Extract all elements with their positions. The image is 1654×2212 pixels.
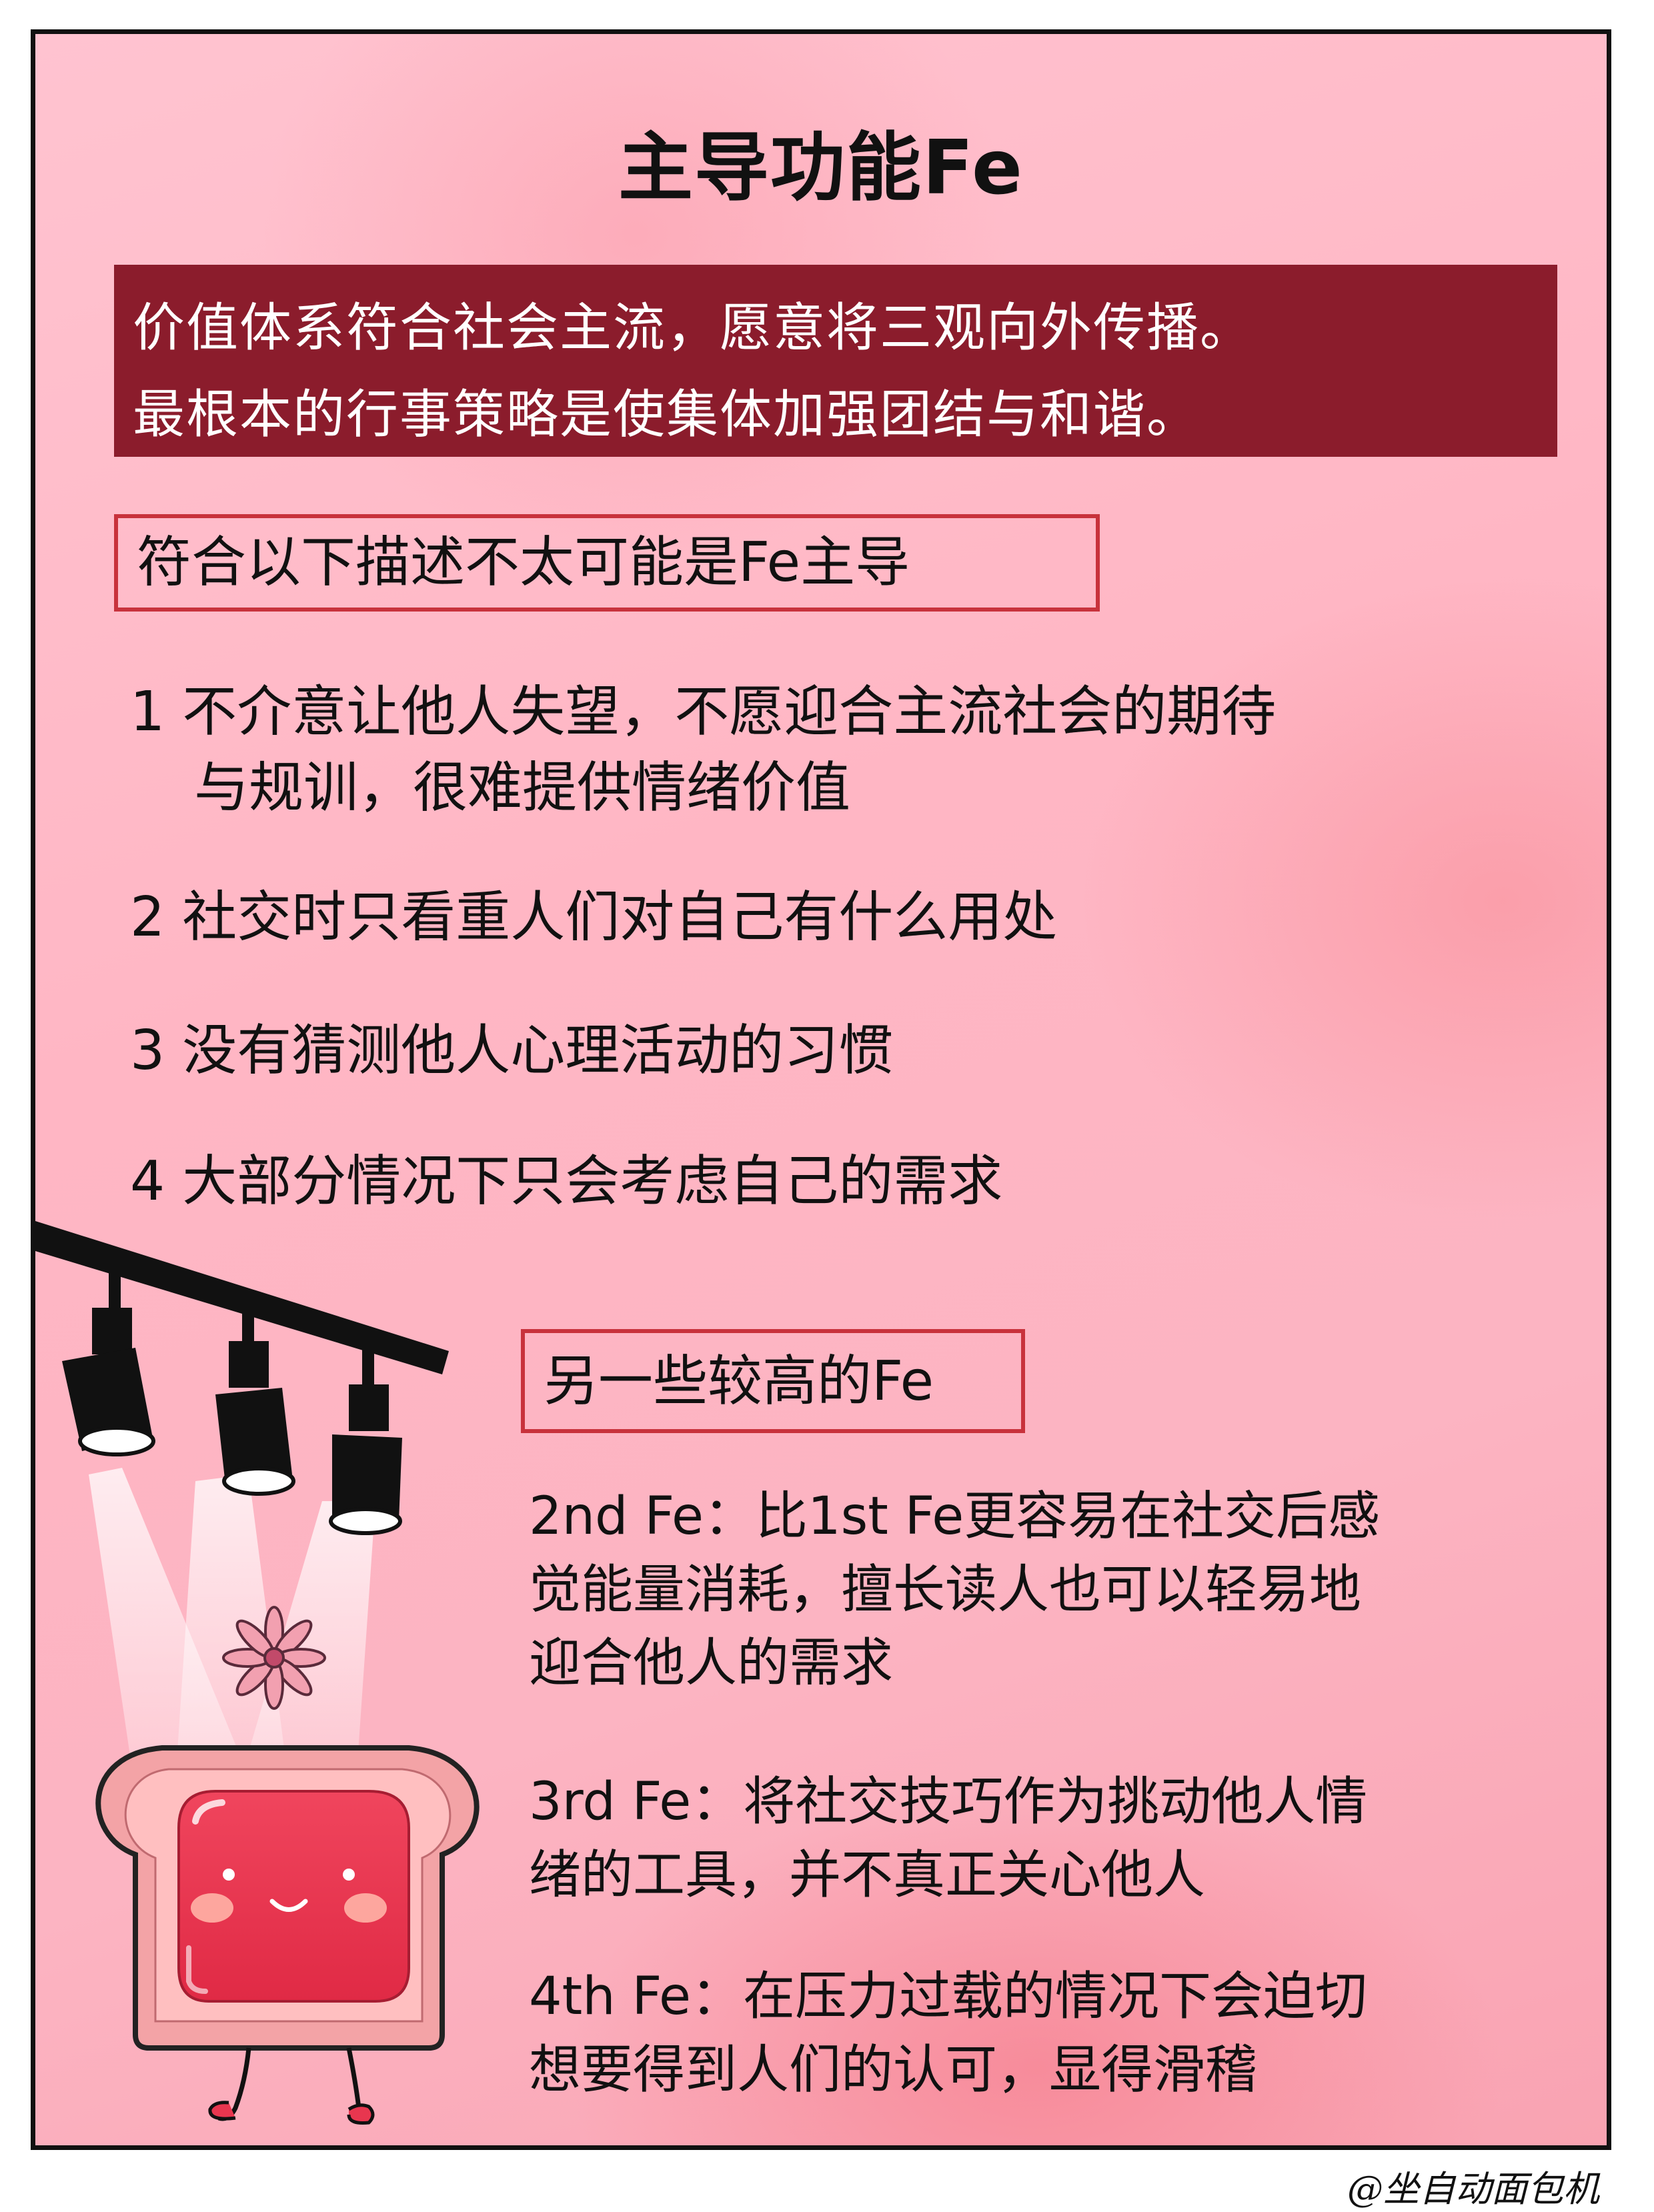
fe-entry-line: 迎合他人的需求 bbox=[529, 1633, 894, 1693]
intro-banner: 价值体系符合社会主流，愿意将三观向外传播。 最根本的行事策略是使集体加强团结与和… bbox=[114, 265, 1557, 457]
spotlight-icon bbox=[62, 1261, 155, 1456]
list-item-line: 2 社交时只看重人们对自己有什么用处 bbox=[130, 886, 1058, 949]
fe-entry-line: 绪的工具，并不真正关心他人 bbox=[529, 1845, 1206, 1905]
fe-entry-3rd: 3rd Fe：将社交技巧作为挑动他人情 绪的工具，并不真正关心他人 bbox=[529, 1765, 1367, 1912]
flower-icon bbox=[222, 1606, 326, 1710]
toast-character bbox=[95, 1745, 480, 2125]
list-item: 2 社交时只看重人们对自己有什么用处 bbox=[130, 880, 1057, 956]
author-signature: @坐自动面包机 bbox=[1347, 2168, 1599, 2210]
page-title: 主导功能Fe bbox=[618, 125, 1024, 211]
list-item-line: 3 没有猜测他人心理活动的习惯 bbox=[130, 1019, 894, 1082]
intro-line-2: 最根本的行事策略是使集体加强团结与和谐。 bbox=[133, 385, 1200, 445]
list-item-line: 与规训，很难提供情绪价值 bbox=[194, 756, 851, 820]
eye bbox=[343, 1869, 355, 1881]
toast-spotlight-illustration bbox=[35, 1221, 480, 2125]
fe-entry-line: 4th Fe：在压力过载的情况下会迫切 bbox=[529, 1967, 1368, 2027]
spotlight-icon bbox=[215, 1294, 295, 1496]
list-item-line: 1 不介意让他人失望，不愿迎合主流社会的期待 bbox=[130, 680, 1277, 744]
intro-line-1: 价值体系符合社会主流，愿意将三观向外传播。 bbox=[133, 298, 1254, 358]
fe-entry-2nd: 2nd Fe：比1st Fe更容易在社交后感 觉能量消耗，擅长读人也可以轻易地 … bbox=[529, 1480, 1380, 1700]
spotlight-icon bbox=[329, 1338, 402, 1535]
section-2-heading: 另一些较高的Fe bbox=[521, 1329, 1025, 1433]
section-1-heading: 符合以下描述不太可能是Fe主导 bbox=[114, 514, 1100, 612]
poster-card: 主导功能Fe 价值体系符合社会主流，愿意将三观向外传播。 最根本的行事策略是使集… bbox=[31, 29, 1611, 2150]
list-item: 1 不介意让他人失望，不愿迎合主流社会的期待 与规训，很难提供情绪价值 bbox=[130, 674, 1276, 826]
list-item-line: 4 大部分情况下只会考虑自己的需求 bbox=[130, 1150, 1003, 1213]
list-item: 3 没有猜测他人心理活动的习惯 bbox=[130, 1013, 893, 1089]
smile bbox=[269, 1899, 308, 1912]
fe-entry-4th: 4th Fe：在压力过载的情况下会迫切 想要得到人们的认可，显得滑稽 bbox=[529, 1960, 1367, 2107]
fe-entry-line: 3rd Fe：将社交技巧作为挑动他人情 bbox=[529, 1772, 1368, 1832]
list-item: 4 大部分情况下只会考虑自己的需求 bbox=[130, 1144, 1002, 1220]
eye bbox=[223, 1869, 235, 1881]
fe-entry-line: 想要得到人们的认可，显得滑稽 bbox=[529, 2040, 1258, 2100]
fe-entry-line: 觉能量消耗，擅长读人也可以轻易地 bbox=[529, 1560, 1362, 1620]
fe-entry-line: 2nd Fe：比1st Fe更容易在社交后感 bbox=[529, 1486, 1381, 1546]
